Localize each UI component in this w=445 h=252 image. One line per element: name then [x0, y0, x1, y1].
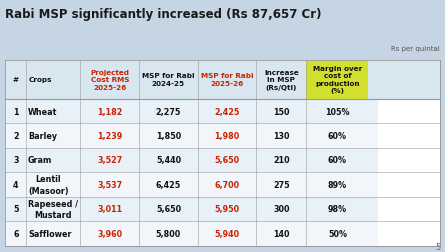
- Text: Lentil
(Masoor): Lentil (Masoor): [28, 175, 69, 195]
- Text: MSP for Rabi
2025-26: MSP for Rabi 2025-26: [201, 73, 253, 87]
- Text: 1,980: 1,980: [214, 132, 240, 140]
- Text: Safflower: Safflower: [28, 229, 72, 238]
- Text: 300: 300: [273, 205, 290, 214]
- Text: MSP for Rabi
2024-25: MSP for Rabi 2024-25: [142, 73, 194, 87]
- Text: 6,425: 6,425: [156, 180, 181, 189]
- Text: 275: 275: [273, 180, 290, 189]
- Text: Increase
in MSP
(Rs/Qtl): Increase in MSP (Rs/Qtl): [264, 70, 299, 90]
- Text: 5: 5: [13, 205, 19, 214]
- Text: Gram: Gram: [28, 156, 52, 165]
- Text: 1: 1: [13, 107, 19, 116]
- Bar: [5, 148, 377, 173]
- Text: Crops: Crops: [28, 77, 52, 83]
- Text: Rs per quintal: Rs per quintal: [391, 46, 440, 52]
- Bar: [5, 124, 377, 148]
- Text: Rapeseed /
Mustard: Rapeseed / Mustard: [28, 199, 78, 219]
- Bar: [5, 99, 377, 124]
- Text: Rabi MSP significantly increased (Rs 87,657 Cr): Rabi MSP significantly increased (Rs 87,…: [5, 8, 322, 20]
- Text: 60%: 60%: [328, 132, 347, 140]
- Text: 2,425: 2,425: [214, 107, 240, 116]
- Bar: [5, 197, 377, 221]
- Text: 5,800: 5,800: [156, 229, 181, 238]
- Text: 2: 2: [13, 132, 19, 140]
- Text: 210: 210: [273, 156, 290, 165]
- Text: Margin over
cost of
production
(%): Margin over cost of production (%): [313, 66, 362, 94]
- Text: Wheat: Wheat: [28, 107, 57, 116]
- Text: 98%: 98%: [328, 205, 347, 214]
- Text: 50%: 50%: [328, 229, 347, 238]
- Text: 1,239: 1,239: [97, 132, 122, 140]
- Text: Barley: Barley: [28, 132, 57, 140]
- Text: 3,960: 3,960: [97, 229, 122, 238]
- Text: 5,950: 5,950: [214, 205, 239, 214]
- Text: #: #: [13, 77, 19, 83]
- Text: 105%: 105%: [325, 107, 350, 116]
- Text: 5,650: 5,650: [156, 205, 181, 214]
- Text: 3,011: 3,011: [97, 205, 122, 214]
- Text: 2,275: 2,275: [156, 107, 181, 116]
- Text: Projected
Cost RMS
2025-26: Projected Cost RMS 2025-26: [90, 70, 129, 90]
- Text: 3: 3: [13, 156, 19, 165]
- Text: 3,537: 3,537: [97, 180, 122, 189]
- Text: 130: 130: [273, 132, 290, 140]
- Text: 1,182: 1,182: [97, 107, 122, 116]
- Text: 4: 4: [13, 180, 19, 189]
- Text: 140: 140: [273, 229, 290, 238]
- Text: 5,940: 5,940: [214, 229, 239, 238]
- Text: 89%: 89%: [328, 180, 347, 189]
- Text: 60%: 60%: [328, 156, 347, 165]
- Text: 5: 5: [435, 242, 441, 251]
- Text: 5,650: 5,650: [214, 156, 239, 165]
- Text: 6,700: 6,700: [214, 180, 239, 189]
- Bar: [5, 221, 377, 246]
- Bar: [5, 173, 377, 197]
- Text: 5,440: 5,440: [156, 156, 181, 165]
- Text: 150: 150: [273, 107, 290, 116]
- Text: 6: 6: [13, 229, 19, 238]
- Text: 1,850: 1,850: [156, 132, 181, 140]
- Text: 3,527: 3,527: [97, 156, 122, 165]
